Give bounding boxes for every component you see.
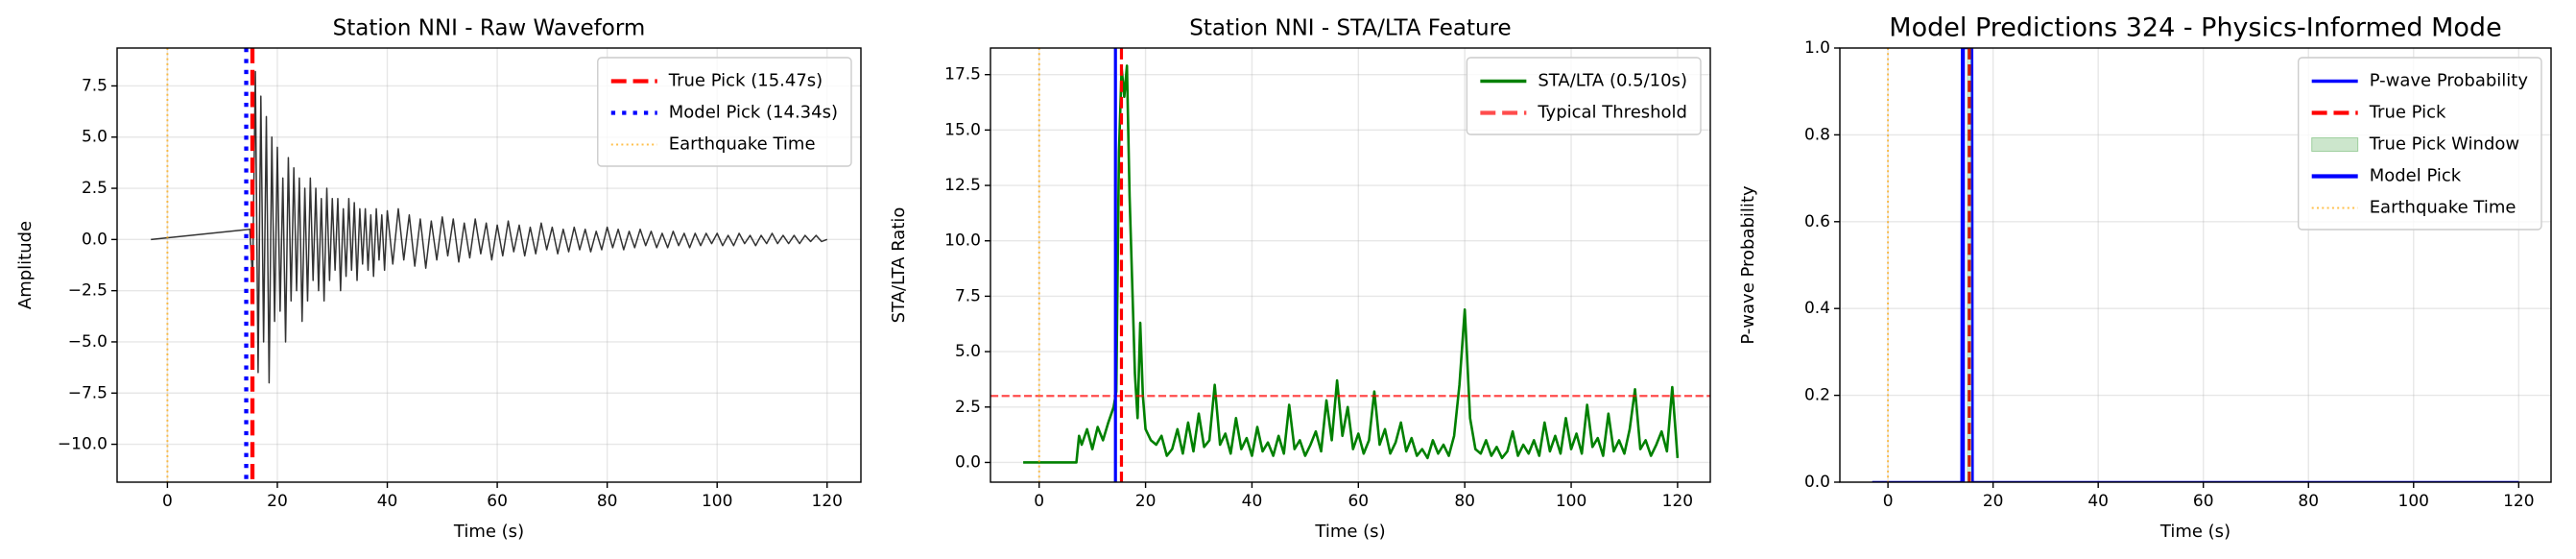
x-axis-label: Time (s): [2159, 522, 2230, 542]
x-tick-label: 80: [2298, 492, 2319, 511]
x-tick-label: 20: [1135, 492, 1157, 511]
x-axis-label: Time (s): [1314, 522, 1385, 542]
x-tick-label: 40: [2087, 492, 2109, 511]
x-tick-label: 100: [1556, 492, 1586, 511]
y-tick-label: 5.0: [955, 342, 981, 361]
x-tick-label: 20: [1983, 492, 2004, 511]
x-tick-label: 80: [597, 492, 618, 511]
legend-label: P-wave Probability: [2370, 71, 2529, 91]
data-line: [1023, 64, 1680, 464]
axes: 0 20 40 60 80 100 120 −10.0 −7.5 −5.0 −2.5 0.0 2.5 5.…: [15, 16, 862, 542]
legend-label: Typical Threshold: [1537, 103, 1687, 123]
x-tick-label: 40: [377, 492, 398, 511]
y-tick-label: 0.0: [82, 230, 107, 249]
axes: 0 20 40 60 80 100 120 0.0 0.2 0.4 0.6 0.8 1.0 Model P…: [1738, 13, 2552, 542]
y-tick-label: 0.6: [1804, 212, 1830, 231]
legend-swatch: [2311, 137, 2359, 152]
y-axis-label: STA/LTA Ratio: [889, 207, 909, 324]
y-tick-label: 2.5: [955, 398, 981, 417]
y-tick-label: 0.0: [1804, 473, 1830, 492]
x-tick-label: 0: [1034, 492, 1044, 511]
y-tick-label: 2.5: [82, 179, 107, 198]
x-tick-label: 100: [2398, 492, 2429, 511]
legend: STA/LTA (0.5/10s) Typical Threshold: [1466, 57, 1702, 135]
axes-frame: [116, 47, 862, 483]
x-tick-label: 120: [812, 492, 843, 511]
y-tick-label: 7.5: [955, 286, 981, 305]
chart-title: Station NNI - STA/LTA Feature: [1189, 16, 1511, 41]
legend-box: [1466, 57, 1702, 135]
y-tick-label: 12.5: [944, 176, 981, 195]
y-tick-label: 1.0: [1804, 38, 1830, 58]
x-tick-label: 120: [1662, 492, 1693, 511]
y-axis-label: Amplitude: [15, 221, 36, 309]
x-tick-label: 80: [1454, 492, 1475, 511]
span: [1967, 48, 1972, 482]
y-tick-label: −2.5: [68, 281, 107, 301]
x-tick-label: 40: [1242, 492, 1263, 511]
chart-title: Model Predictions 324 - Physics-Informed…: [1889, 13, 2501, 43]
y-tick-label: 0.2: [1804, 386, 1830, 405]
legend-label: STA/LTA (0.5/10s): [1538, 71, 1687, 91]
x-tick-label: 120: [2503, 492, 2534, 511]
y-tick-label: 7.5: [82, 76, 107, 95]
chart-title: Station NNI - Raw Waveform: [333, 16, 646, 41]
axes-frame: [1839, 47, 2552, 483]
y-tick-label: −5.0: [68, 332, 107, 352]
x-tick-label: 0: [162, 492, 173, 511]
plot-area: [1872, 48, 2519, 482]
x-axis-label: Time (s): [453, 522, 524, 542]
legend-label: Model Pick (14.34s): [669, 103, 838, 123]
y-axis-label: P-wave Probability: [1738, 185, 1758, 345]
y-tick-label: 0.4: [1804, 299, 1830, 318]
x-tick-label: 0: [1883, 492, 1894, 511]
y-tick-label: 15.0: [944, 120, 981, 139]
legend-label: True Pick Window: [2369, 134, 2519, 155]
y-tick-label: −10.0: [58, 435, 107, 454]
x-tick-label: 60: [1348, 492, 1369, 511]
x-tick-label: 20: [267, 492, 288, 511]
legend: P-wave Probability True Pick True Pick Win…: [2297, 57, 2542, 231]
legend-label: Model Pick: [2370, 166, 2462, 186]
x-tick-label: 60: [487, 492, 508, 511]
legend-label: Earthquake Time: [2370, 198, 2516, 218]
axes-frame: [990, 47, 1711, 483]
y-tick-label: 0.0: [955, 452, 981, 472]
axes: 0 20 40 60 80 100 120 0.0 2.5 5.0 7.5 10.0 12.5 15.0 1…: [889, 16, 1711, 542]
y-tick-label: 10.0: [944, 231, 981, 251]
plot-area: [990, 48, 1710, 482]
legend-label: True Pick (15.47s): [668, 71, 823, 91]
legend: True Pick (15.47s) Model Pick (14.34s) Ear…: [597, 57, 852, 167]
legend-box: [2297, 57, 2542, 231]
x-tick-label: 60: [2193, 492, 2214, 511]
legend-label: Earthquake Time: [669, 134, 816, 155]
y-tick-label: 0.8: [1804, 125, 1830, 144]
y-tick-label: 17.5: [944, 65, 981, 85]
legend-box: [597, 57, 852, 167]
x-tick-label: 100: [702, 492, 732, 511]
y-tick-label: 5.0: [82, 128, 107, 147]
y-tick-label: −7.5: [68, 383, 107, 402]
data-line: [151, 70, 828, 384]
legend-label: True Pick: [2369, 103, 2446, 123]
plot-area: [151, 48, 828, 482]
